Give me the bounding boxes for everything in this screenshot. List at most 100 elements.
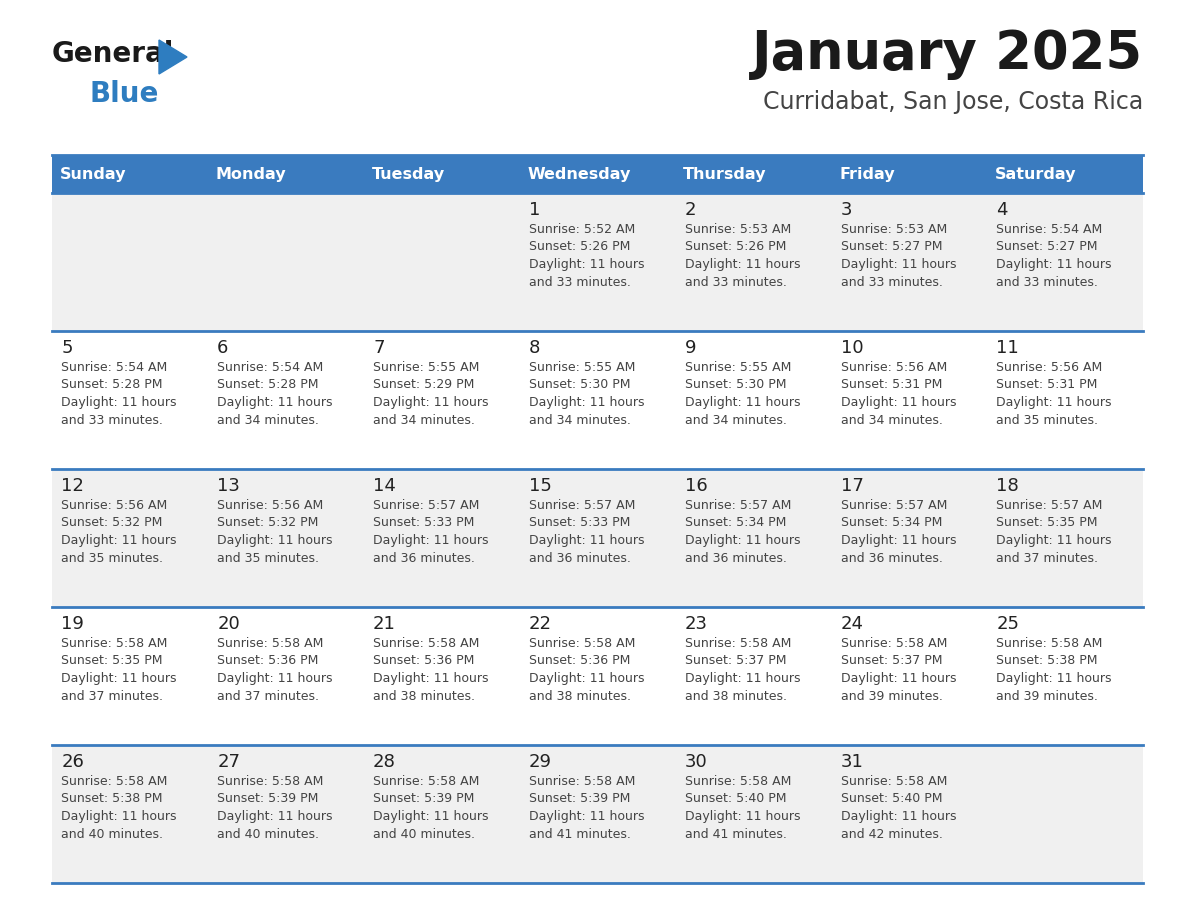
Text: Sunset: 5:36 PM: Sunset: 5:36 PM — [373, 655, 474, 667]
Text: Sunrise: 5:56 AM: Sunrise: 5:56 AM — [62, 499, 168, 512]
Text: 19: 19 — [62, 615, 84, 633]
Text: Sunset: 5:31 PM: Sunset: 5:31 PM — [841, 378, 942, 391]
Text: and 34 minutes.: and 34 minutes. — [841, 413, 942, 427]
Bar — [364, 745, 519, 883]
Text: 3: 3 — [841, 201, 852, 219]
Text: Sunset: 5:37 PM: Sunset: 5:37 PM — [684, 655, 786, 667]
Text: Daylight: 11 hours: Daylight: 11 hours — [62, 810, 177, 823]
Text: Sunset: 5:36 PM: Sunset: 5:36 PM — [217, 655, 318, 667]
Text: 27: 27 — [217, 753, 240, 771]
Bar — [987, 469, 1143, 607]
Text: Daylight: 11 hours: Daylight: 11 hours — [997, 258, 1112, 271]
Text: and 37 minutes.: and 37 minutes. — [62, 689, 164, 702]
Bar — [208, 607, 364, 745]
Text: Daylight: 11 hours: Daylight: 11 hours — [529, 534, 644, 547]
Bar — [52, 193, 208, 331]
Bar — [519, 607, 676, 745]
Text: Sunrise: 5:54 AM: Sunrise: 5:54 AM — [997, 223, 1102, 236]
Bar — [519, 331, 676, 469]
Text: Sunset: 5:40 PM: Sunset: 5:40 PM — [684, 792, 786, 805]
Bar — [676, 193, 832, 331]
Text: and 39 minutes.: and 39 minutes. — [841, 689, 942, 702]
Bar — [987, 193, 1143, 331]
Text: and 36 minutes.: and 36 minutes. — [529, 552, 631, 565]
Text: 16: 16 — [684, 477, 708, 495]
Text: Daylight: 11 hours: Daylight: 11 hours — [841, 672, 956, 685]
Text: Sunset: 5:33 PM: Sunset: 5:33 PM — [373, 517, 474, 530]
Text: Sunrise: 5:55 AM: Sunrise: 5:55 AM — [373, 361, 480, 374]
Text: Wednesday: Wednesday — [527, 166, 631, 182]
Text: Sunrise: 5:56 AM: Sunrise: 5:56 AM — [841, 361, 947, 374]
Text: Sunset: 5:31 PM: Sunset: 5:31 PM — [997, 378, 1098, 391]
Text: 30: 30 — [684, 753, 708, 771]
Text: 24: 24 — [841, 615, 864, 633]
Text: Daylight: 11 hours: Daylight: 11 hours — [529, 258, 644, 271]
Text: 5: 5 — [62, 339, 72, 357]
Text: 1: 1 — [529, 201, 541, 219]
Text: Daylight: 11 hours: Daylight: 11 hours — [684, 810, 801, 823]
Text: Daylight: 11 hours: Daylight: 11 hours — [684, 672, 801, 685]
Bar — [676, 331, 832, 469]
Text: 9: 9 — [684, 339, 696, 357]
Bar — [364, 155, 519, 193]
Text: Sunset: 5:34 PM: Sunset: 5:34 PM — [684, 517, 786, 530]
Text: 10: 10 — [841, 339, 864, 357]
Text: Sunrise: 5:57 AM: Sunrise: 5:57 AM — [529, 499, 636, 512]
Text: and 38 minutes.: and 38 minutes. — [373, 689, 475, 702]
Text: Daylight: 11 hours: Daylight: 11 hours — [684, 396, 801, 409]
Text: 11: 11 — [997, 339, 1019, 357]
Bar — [208, 469, 364, 607]
Text: Sunset: 5:39 PM: Sunset: 5:39 PM — [373, 792, 474, 805]
Text: and 37 minutes.: and 37 minutes. — [217, 689, 320, 702]
Text: Sunset: 5:36 PM: Sunset: 5:36 PM — [529, 655, 631, 667]
Bar — [364, 607, 519, 745]
Text: Daylight: 11 hours: Daylight: 11 hours — [997, 672, 1112, 685]
Text: and 34 minutes.: and 34 minutes. — [217, 413, 320, 427]
Text: Daylight: 11 hours: Daylight: 11 hours — [841, 534, 956, 547]
Text: 17: 17 — [841, 477, 864, 495]
Text: and 34 minutes.: and 34 minutes. — [373, 413, 475, 427]
Text: Sunset: 5:37 PM: Sunset: 5:37 PM — [841, 655, 942, 667]
Text: and 33 minutes.: and 33 minutes. — [62, 413, 163, 427]
Text: Sunrise: 5:56 AM: Sunrise: 5:56 AM — [217, 499, 323, 512]
Bar — [208, 155, 364, 193]
Text: and 33 minutes.: and 33 minutes. — [841, 275, 942, 288]
Text: Sunrise: 5:57 AM: Sunrise: 5:57 AM — [841, 499, 947, 512]
Text: Daylight: 11 hours: Daylight: 11 hours — [841, 258, 956, 271]
Text: Blue: Blue — [90, 80, 159, 108]
Bar — [519, 193, 676, 331]
Text: Sunrise: 5:55 AM: Sunrise: 5:55 AM — [684, 361, 791, 374]
Text: Sunset: 5:29 PM: Sunset: 5:29 PM — [373, 378, 474, 391]
Bar — [832, 469, 987, 607]
Text: Sunset: 5:32 PM: Sunset: 5:32 PM — [217, 517, 318, 530]
Bar — [52, 745, 208, 883]
Text: Daylight: 11 hours: Daylight: 11 hours — [997, 534, 1112, 547]
Text: Sunrise: 5:54 AM: Sunrise: 5:54 AM — [217, 361, 323, 374]
Text: and 38 minutes.: and 38 minutes. — [529, 689, 631, 702]
Text: Sunrise: 5:56 AM: Sunrise: 5:56 AM — [997, 361, 1102, 374]
Text: Sunset: 5:38 PM: Sunset: 5:38 PM — [997, 655, 1098, 667]
Bar — [987, 607, 1143, 745]
Bar — [832, 155, 987, 193]
Text: Sunrise: 5:58 AM: Sunrise: 5:58 AM — [373, 637, 480, 650]
Text: Sunset: 5:32 PM: Sunset: 5:32 PM — [62, 517, 163, 530]
Text: Sunrise: 5:58 AM: Sunrise: 5:58 AM — [62, 775, 168, 788]
Bar — [832, 331, 987, 469]
Text: 7: 7 — [373, 339, 385, 357]
Text: Sunset: 5:33 PM: Sunset: 5:33 PM — [529, 517, 631, 530]
Text: Monday: Monday — [216, 166, 286, 182]
Text: 12: 12 — [62, 477, 84, 495]
Text: Daylight: 11 hours: Daylight: 11 hours — [529, 396, 644, 409]
Text: Daylight: 11 hours: Daylight: 11 hours — [217, 672, 333, 685]
Text: Daylight: 11 hours: Daylight: 11 hours — [62, 534, 177, 547]
Text: Sunrise: 5:55 AM: Sunrise: 5:55 AM — [529, 361, 636, 374]
Text: and 33 minutes.: and 33 minutes. — [997, 275, 1099, 288]
Bar — [832, 745, 987, 883]
Text: Sunrise: 5:58 AM: Sunrise: 5:58 AM — [529, 637, 636, 650]
Text: Sunrise: 5:58 AM: Sunrise: 5:58 AM — [217, 775, 323, 788]
Text: and 38 minutes.: and 38 minutes. — [684, 689, 786, 702]
Bar — [52, 331, 208, 469]
Text: Sunset: 5:30 PM: Sunset: 5:30 PM — [529, 378, 631, 391]
Text: and 40 minutes.: and 40 minutes. — [217, 827, 320, 841]
Text: and 33 minutes.: and 33 minutes. — [684, 275, 786, 288]
